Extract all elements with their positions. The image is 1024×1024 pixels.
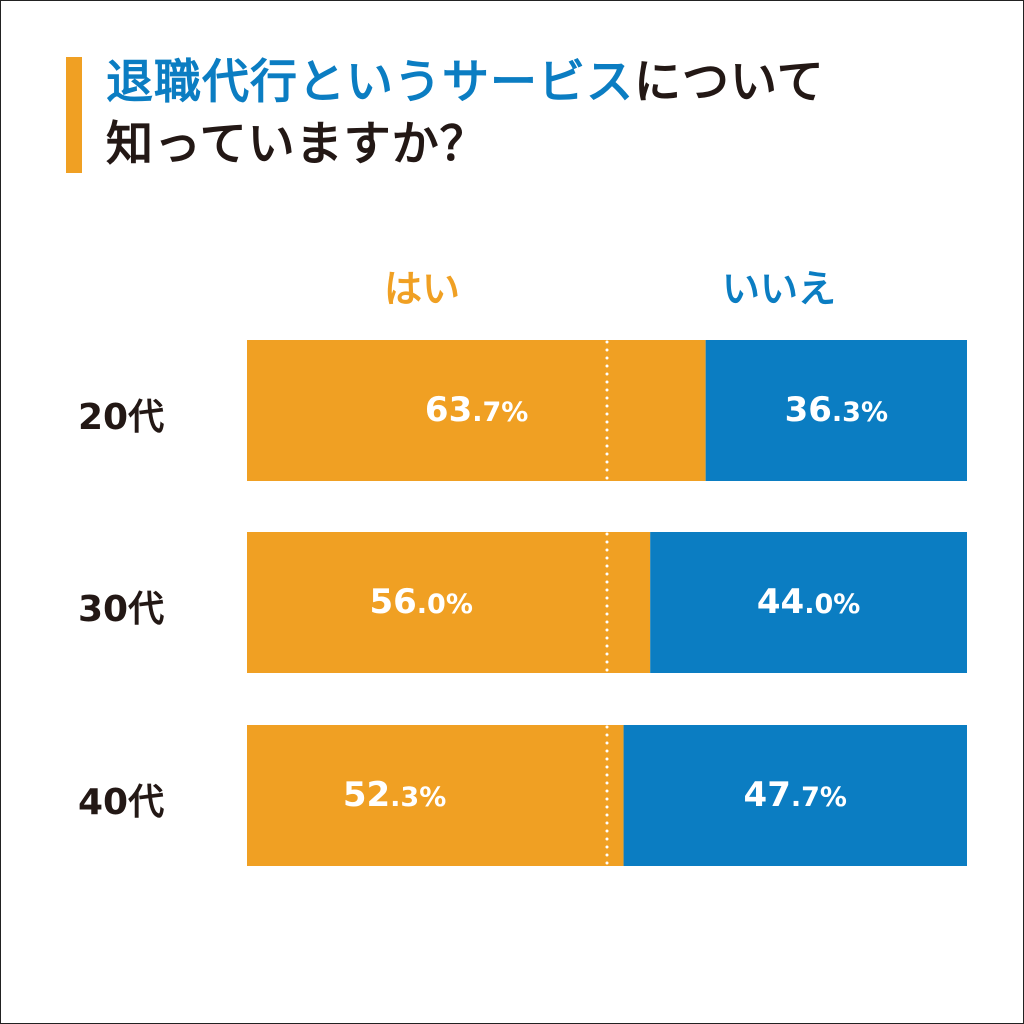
bar-no [650,532,967,673]
title-line2: 知っていますか？ [106,117,488,172]
bar-yes [247,725,624,866]
data-label: 47.7% [743,775,847,815]
title-line1-rest: について [634,55,825,110]
category-label: 40代 [78,782,165,823]
category-label: 20代 [78,397,165,438]
legend-yes: はい [384,267,461,311]
data-label: 52.3% [342,775,447,815]
bar-yes [247,532,651,673]
data-label: 36.3% [784,390,889,430]
legend-no: いいえ [722,267,837,311]
data-label: 44.0% [756,582,861,622]
bar-yes [247,340,706,481]
data-label: 63.7% [424,390,529,430]
category-label: 30代 [78,589,165,630]
data-label: 56.0% [369,582,473,622]
title-accent-bar [66,57,82,173]
bar-no [705,340,967,481]
title-highlight: 退職代行というサービス [106,55,634,110]
chart-title: 退職代行というサービスについて 知っていますか？ [106,52,825,176]
bar-no [623,725,967,866]
